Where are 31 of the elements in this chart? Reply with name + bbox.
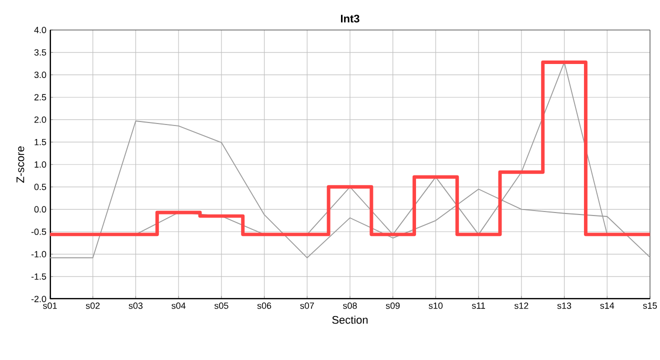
x-axis-title: Section xyxy=(332,316,368,324)
chart-title: Int3 xyxy=(340,14,360,22)
y-tick-label: -1.5 xyxy=(31,273,46,280)
x-tick-label: s05 xyxy=(214,302,228,309)
y-tick-label: 3.5 xyxy=(34,49,46,56)
x-tick-label: s01 xyxy=(43,302,57,309)
x-tick-label: s02 xyxy=(86,302,100,309)
x-tick-label: s10 xyxy=(428,302,443,309)
y-tick-label: 4.0 xyxy=(34,26,46,34)
x-tick-label: s15 xyxy=(643,302,657,309)
x-tick-label: s09 xyxy=(386,302,400,309)
y-axis-title: Z-score xyxy=(16,146,24,183)
y-tick-label: 1.0 xyxy=(34,161,46,168)
y-tick-label: 0.0 xyxy=(34,206,46,213)
x-tick-label: s03 xyxy=(128,302,143,309)
x-tick-label: s11 xyxy=(472,302,486,309)
x-tick-label: s13 xyxy=(557,302,572,309)
y-tick-label: 3.0 xyxy=(34,72,46,78)
y-tick-label: -0.5 xyxy=(31,228,46,235)
y-tick-label: 1.5 xyxy=(34,138,46,146)
x-tick-label: s07 xyxy=(300,302,314,309)
y-tick-label: 0.5 xyxy=(34,184,46,190)
y-tick-label: -2.0 xyxy=(31,296,46,302)
x-tick-label: s14 xyxy=(600,302,614,309)
x-tick-label: s08 xyxy=(343,302,357,309)
y-tick-label: 2.0 xyxy=(34,116,46,123)
y-tick-label: 2.5 xyxy=(34,94,46,100)
y-tick-label: -1.0 xyxy=(31,250,46,258)
x-tick-label: s04 xyxy=(172,302,186,309)
x-tick-label: s12 xyxy=(514,302,528,309)
x-tick-label: s06 xyxy=(257,302,272,309)
